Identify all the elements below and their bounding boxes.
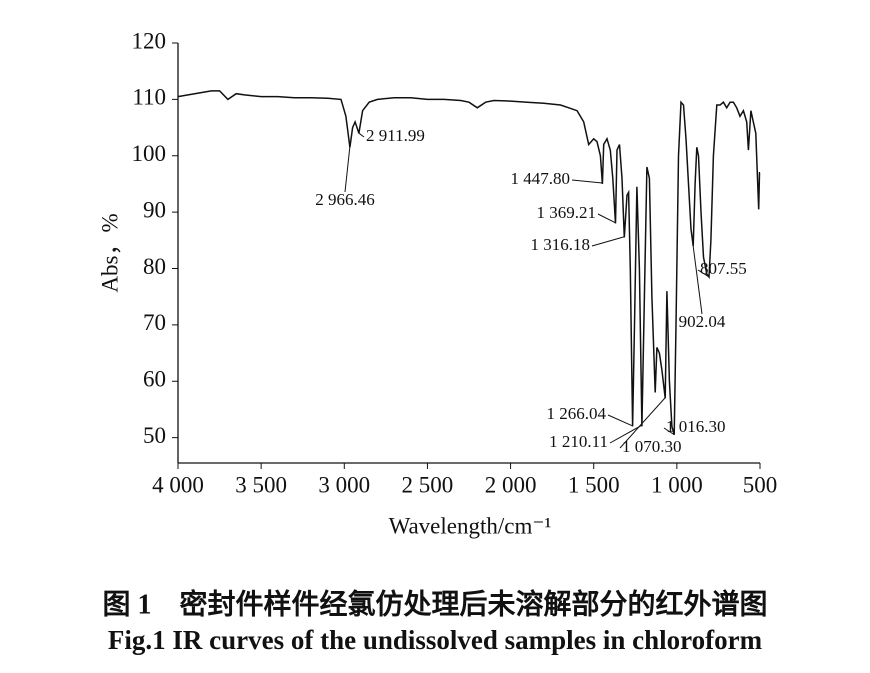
annotation-leader bbox=[692, 245, 703, 315]
x-tick-label: 3 000 bbox=[318, 472, 370, 497]
annotation-leader bbox=[597, 213, 616, 224]
y-tick-label: 80 bbox=[143, 254, 166, 279]
annotation-leader bbox=[619, 397, 666, 449]
annotation-leader bbox=[697, 269, 710, 278]
annotation-leader bbox=[663, 427, 675, 436]
x-tick-label: 1 500 bbox=[568, 472, 620, 497]
annotation-label: 902.04 bbox=[679, 312, 726, 331]
annotation-label: 2 911.99 bbox=[366, 126, 425, 145]
spectrum-line bbox=[177, 90, 761, 435]
y-tick-label: 60 bbox=[143, 367, 166, 392]
y-tick-label: 110 bbox=[132, 85, 166, 110]
x-tick-label: 2 500 bbox=[402, 472, 454, 497]
x-axis-label: Wavelength/cm⁻¹ bbox=[389, 513, 552, 538]
annotation-label: 1 369.21 bbox=[537, 203, 597, 222]
y-tick-label: 50 bbox=[143, 423, 166, 448]
annotation-leader bbox=[591, 236, 625, 247]
x-tick-label: 500 bbox=[743, 472, 778, 497]
annotation-label: 1 316.18 bbox=[531, 235, 591, 254]
y-tick-label: 70 bbox=[143, 310, 166, 335]
annotation-label: 1 210.11 bbox=[549, 432, 608, 451]
y-tick-label: 90 bbox=[143, 197, 166, 222]
x-tick-label: 3 500 bbox=[235, 472, 287, 497]
annotation-label: 1 447.80 bbox=[511, 169, 571, 188]
caption-cn: 图 1 密封件样件经氯仿处理后未溶解部分的红外谱图 bbox=[102, 587, 767, 620]
annotation-label: 1 266.04 bbox=[547, 404, 607, 423]
annotation-label: 1 070.30 bbox=[622, 437, 682, 456]
x-tick-label: 4 000 bbox=[152, 472, 204, 497]
annotation-label: 807.55 bbox=[700, 259, 747, 278]
x-tick-label: 2 000 bbox=[485, 472, 537, 497]
annotation-label: 1 016.30 bbox=[666, 417, 726, 436]
annotation-leader bbox=[609, 424, 643, 444]
annotation-leader bbox=[571, 179, 603, 184]
annotation-leader bbox=[607, 414, 633, 427]
annotation-label: 2 966.46 bbox=[315, 190, 375, 209]
y-axis-label: Abs，% bbox=[97, 213, 122, 292]
x-tick-label: 1 000 bbox=[651, 472, 703, 497]
y-tick-label: 100 bbox=[132, 141, 167, 166]
annotation-leader bbox=[344, 146, 351, 193]
caption-en: Fig.1 IR curves of the undissolved sampl… bbox=[108, 625, 763, 655]
annotation-leader bbox=[358, 132, 365, 138]
y-tick-label: 120 bbox=[132, 28, 167, 53]
